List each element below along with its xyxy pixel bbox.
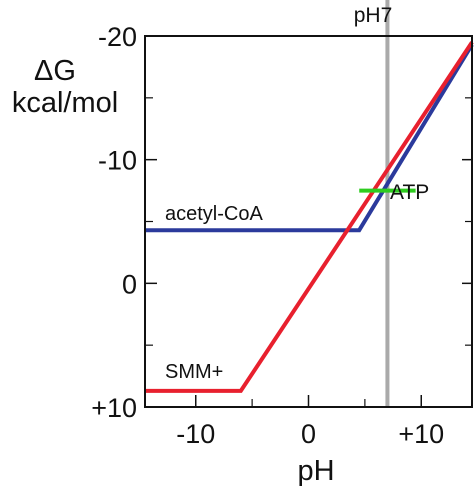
y-tick-label: +10 xyxy=(91,393,137,423)
x-tick-label: 0 xyxy=(301,419,316,449)
series-group xyxy=(145,41,474,393)
x-axis-title: pH xyxy=(297,455,334,487)
series-label-acetyl-coa: acetyl-CoA xyxy=(165,203,263,225)
y-tick-label: -20 xyxy=(98,22,137,52)
y-axis-title-line1: ΔG xyxy=(34,55,76,87)
reference-line-label: pH7 xyxy=(354,4,393,27)
series-line-1 xyxy=(145,41,474,393)
labels-group: ΔG kcal/mol pH pH7 acetyl-CoA SMM+ ATP xyxy=(12,4,429,487)
marker-label-atp: ATP xyxy=(390,181,429,204)
x-tick-label: -10 xyxy=(176,419,215,449)
axes-frame xyxy=(144,35,473,408)
series-line-0 xyxy=(145,43,474,233)
axis-ticks: -20 -10 0 +10 -10 0 +10 xyxy=(91,22,472,449)
y-tick-label: -10 xyxy=(98,146,137,176)
x-tick-label: +10 xyxy=(398,419,444,449)
series-label-smm: SMM+ xyxy=(165,361,223,383)
plot-frame xyxy=(144,35,473,408)
y-axis-title-line2: kcal/mol xyxy=(12,87,118,119)
y-tick-label: 0 xyxy=(122,269,137,299)
